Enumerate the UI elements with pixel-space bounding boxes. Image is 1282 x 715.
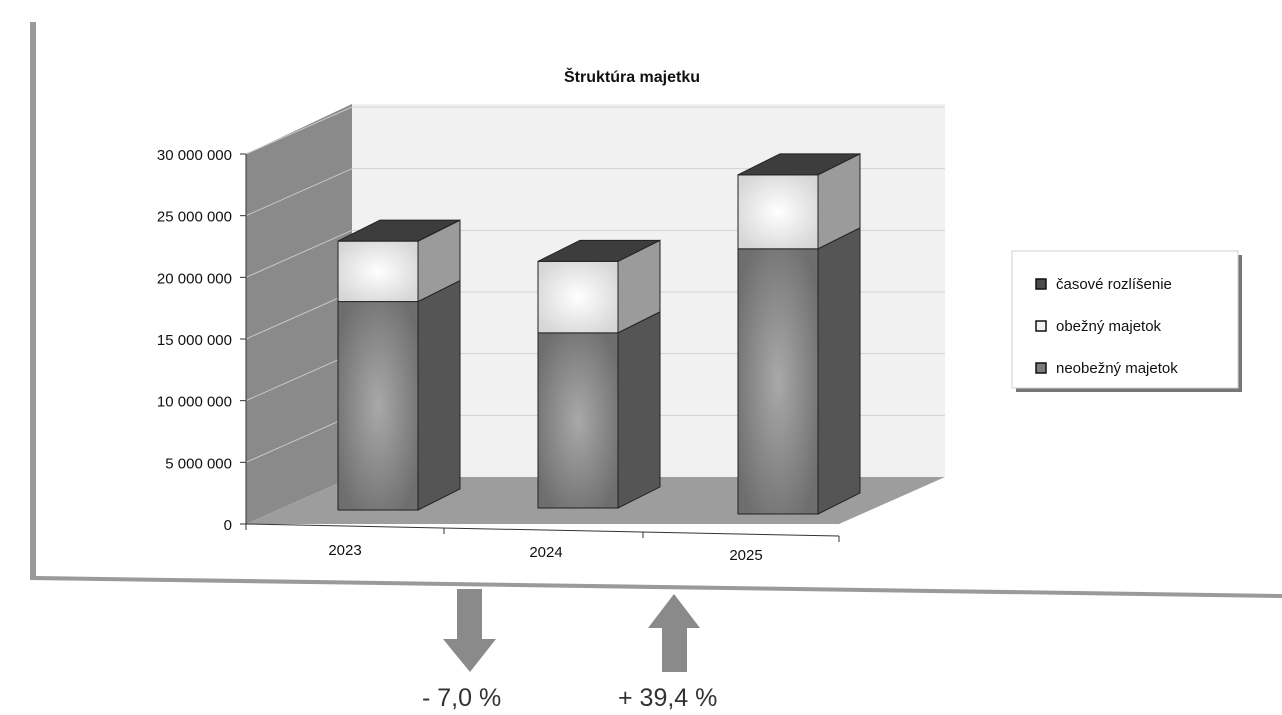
bar-segment <box>337 301 419 511</box>
bar-segment-side <box>817 227 861 515</box>
bar-segment <box>737 174 819 250</box>
arrow-up-icon <box>648 594 700 672</box>
y-tick-label: 0 <box>224 517 232 534</box>
gridline-side <box>245 291 353 340</box>
arrow-down-icon <box>443 589 496 672</box>
legend-label: neobežný majetok <box>1056 360 1178 377</box>
x-tick-label: 2023 <box>328 542 361 559</box>
bar-top <box>537 239 661 262</box>
side-wall <box>246 104 352 524</box>
gridline-side <box>245 106 353 155</box>
gridline-side <box>245 353 353 402</box>
bar-top <box>337 219 461 242</box>
bar-top <box>737 153 861 176</box>
change-label-down: - 7,0 % <box>422 684 502 712</box>
gridline-side <box>245 229 353 278</box>
y-tick-label: 5 000 000 <box>165 455 232 472</box>
legend-swatch <box>1035 320 1047 332</box>
bar-segment-side <box>417 279 461 511</box>
change-label-up: + 39,4 % <box>618 684 718 712</box>
bar-segment <box>737 248 819 515</box>
y-tick-label: 15 000 000 <box>157 332 232 349</box>
legend-label: časové rozlíšenie <box>1056 276 1172 293</box>
y-tick-label: 30 000 000 <box>157 147 232 164</box>
bar-segment <box>337 240 419 303</box>
x-axis <box>245 523 840 537</box>
bars <box>337 153 861 515</box>
bar-segment <box>537 260 619 334</box>
gridline-side <box>245 168 353 217</box>
x-tick-label: 2025 <box>729 547 762 564</box>
y-axis-ticks: 0 5 000 000 10 000 000 15 000 000 20 000 000… <box>157 147 246 534</box>
legend-swatch <box>1035 278 1047 290</box>
x-tick-label: 2024 <box>529 544 562 561</box>
legend: časové rozlíšenie obežný majetok neobežný … <box>1011 250 1242 392</box>
y-tick-label: 20 000 000 <box>157 270 232 287</box>
y-tick-label: 10 000 000 <box>157 394 232 411</box>
chart-title: Štruktúra majetku <box>564 67 700 86</box>
gridline-side <box>245 414 353 463</box>
y-tick-label: 25 000 000 <box>157 209 232 226</box>
legend-box <box>1011 250 1239 389</box>
bar-segment <box>537 332 619 509</box>
legend-label: obežný majetok <box>1056 318 1162 335</box>
bar-segment-side <box>617 311 661 509</box>
legend-swatch <box>1035 362 1047 374</box>
x-axis-ticks: 2023 2024 2025 <box>245 524 840 564</box>
